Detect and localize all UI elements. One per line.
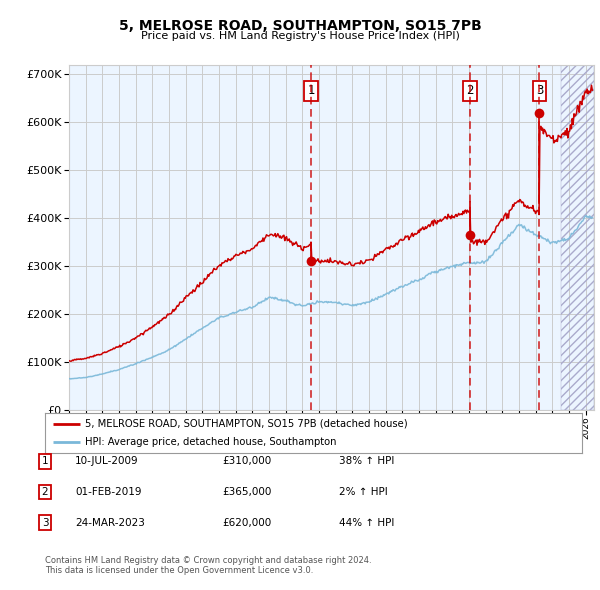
Bar <box>560 65 594 410</box>
Text: £620,000: £620,000 <box>222 518 271 527</box>
Text: 5, MELROSE ROAD, SOUTHAMPTON, SO15 7PB (detached house): 5, MELROSE ROAD, SOUTHAMPTON, SO15 7PB (… <box>85 419 408 429</box>
Text: 10-JUL-2009: 10-JUL-2009 <box>75 457 139 466</box>
Text: £310,000: £310,000 <box>222 457 271 466</box>
Text: 24-MAR-2023: 24-MAR-2023 <box>75 518 145 527</box>
Text: 2: 2 <box>467 84 474 97</box>
Text: HPI: Average price, detached house, Southampton: HPI: Average price, detached house, Sout… <box>85 437 337 447</box>
Text: 1: 1 <box>41 457 49 466</box>
Text: 01-FEB-2019: 01-FEB-2019 <box>75 487 142 497</box>
Text: £365,000: £365,000 <box>222 487 271 497</box>
Text: 1: 1 <box>307 84 315 97</box>
Text: 3: 3 <box>536 84 543 97</box>
Text: 2% ↑ HPI: 2% ↑ HPI <box>339 487 388 497</box>
Text: Contains HM Land Registry data © Crown copyright and database right 2024.
This d: Contains HM Land Registry data © Crown c… <box>45 556 371 575</box>
Text: 2: 2 <box>41 487 49 497</box>
Text: 44% ↑ HPI: 44% ↑ HPI <box>339 518 394 527</box>
Text: Price paid vs. HM Land Registry's House Price Index (HPI): Price paid vs. HM Land Registry's House … <box>140 31 460 41</box>
Text: 3: 3 <box>41 518 49 527</box>
Text: 38% ↑ HPI: 38% ↑ HPI <box>339 457 394 466</box>
Bar <box>69 65 594 410</box>
Text: 5, MELROSE ROAD, SOUTHAMPTON, SO15 7PB: 5, MELROSE ROAD, SOUTHAMPTON, SO15 7PB <box>119 19 481 33</box>
